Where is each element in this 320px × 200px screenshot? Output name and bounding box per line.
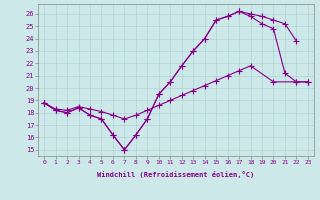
X-axis label: Windchill (Refroidissement éolien,°C): Windchill (Refroidissement éolien,°C)	[97, 171, 255, 178]
